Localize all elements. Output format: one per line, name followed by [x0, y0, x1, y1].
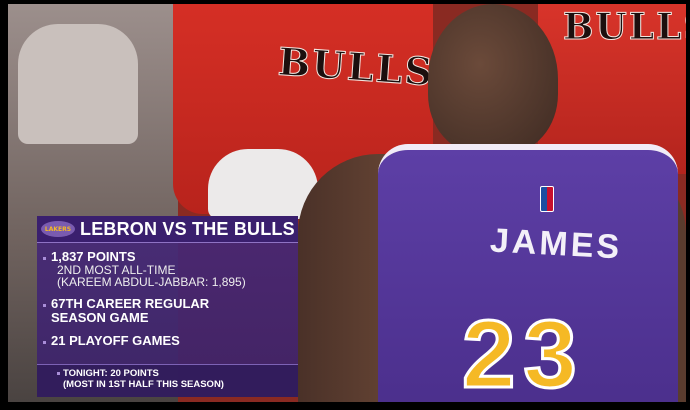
footer-line: TONIGHT: 20 POINTS [63, 368, 159, 379]
fan-shirt [18, 24, 138, 144]
stat-row: 21 PLAYOFF GAMES [37, 334, 298, 348]
stat-main: SEASON GAME [51, 310, 149, 325]
stats-graphic: LAKERS LEBRON VS THE BULLS 1,837 POINTS … [37, 216, 298, 397]
broadcast-frame: BULLS BULLS [8, 4, 686, 402]
graphic-title: LEBRON VS THE BULLS [80, 218, 295, 239]
stat-sub: 2ND MOST ALL-TIME [57, 263, 176, 277]
player-jersey [378, 144, 678, 402]
footer-row: TONIGHT: 20 POINTS (MOST IN 1ST HALF THI… [37, 368, 298, 390]
player-head [428, 4, 558, 154]
lakers-logo-icon: LAKERS [41, 221, 75, 237]
stat-main: 21 PLAYOFF GAMES [51, 333, 180, 348]
stat-main: 1,837 POINTS [51, 249, 136, 264]
footer-line: (MOST IN 1ST HALF THIS SEASON) [63, 379, 224, 390]
stat-row: 1,837 POINTS 2ND MOST ALL-TIME (KAREEM A… [37, 250, 298, 288]
towel [208, 149, 318, 219]
stat-main: 67TH CAREER REGULAR [51, 296, 210, 311]
graphic-header: LAKERS LEBRON VS THE BULLS [37, 216, 298, 243]
jersey-number: 23 [461, 300, 585, 410]
stat-sub: (KAREEM ABDUL-JABBAR: 1,895) [57, 275, 246, 289]
nba-logo-icon [540, 186, 554, 212]
graphic-footer: TONIGHT: 20 POINTS (MOST IN 1ST HALF THI… [37, 364, 298, 397]
stat-row: 67TH CAREER REGULAR SEASON GAME [37, 297, 298, 325]
bulls-jersey-text: BULLS [562, 6, 686, 49]
jersey-name: JAMES [489, 221, 624, 267]
